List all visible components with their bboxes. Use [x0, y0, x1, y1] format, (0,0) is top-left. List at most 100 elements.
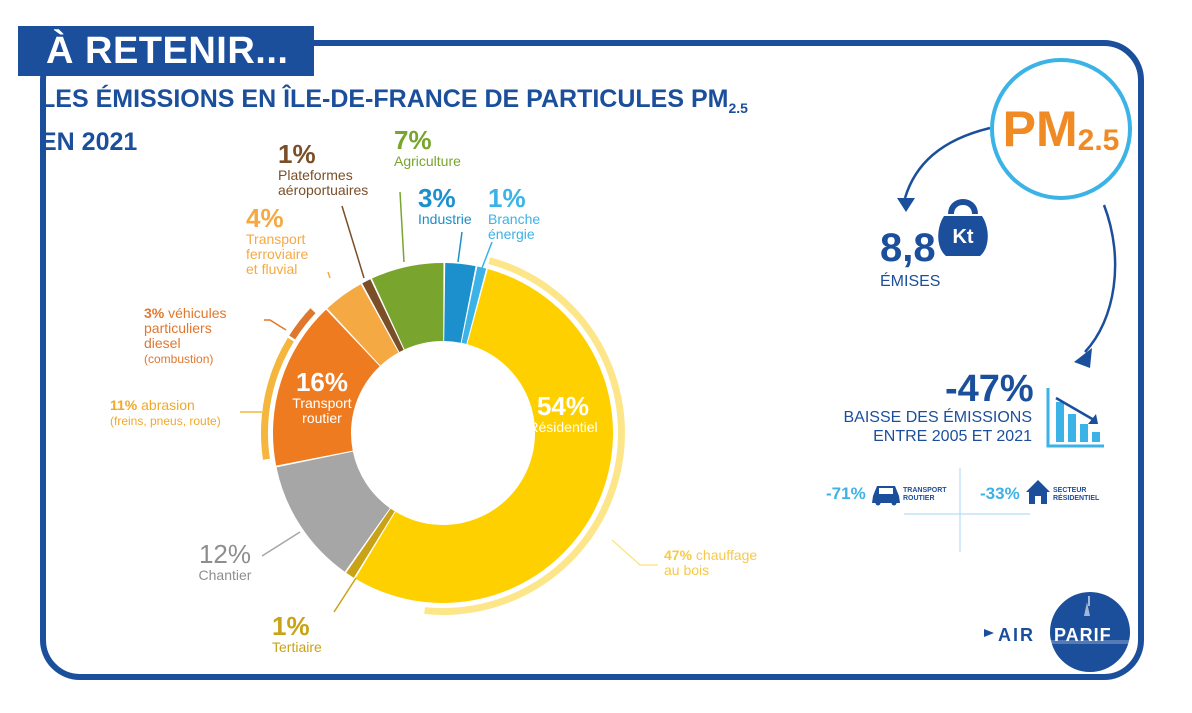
name-agri: Agriculture [394, 153, 461, 169]
label-agri: 7% Agriculture [394, 126, 461, 169]
pct-bois: 47% [664, 547, 693, 563]
banner: À RETENIR... [18, 26, 314, 76]
name-industrie: Industrie [418, 211, 472, 227]
label-abrasion: 11% abrasion (freins, pneus, route) [110, 398, 221, 429]
name-ferro-2: ferroviaire [246, 246, 309, 262]
name-ferro-1: Transport [246, 231, 306, 247]
arc-abrasion [260, 337, 294, 460]
arc-v-hicules [289, 308, 316, 340]
pct-chantier: 12% [198, 539, 252, 569]
pct-residentiel: 54% [536, 391, 590, 421]
unit-label: Kt [952, 226, 973, 248]
pct-industrie: 3% [418, 183, 456, 213]
name-chantier: Chantier [198, 567, 252, 583]
frame [40, 40, 1144, 680]
arrow-to-emissions [903, 126, 991, 199]
leader-industrie [457, 231, 463, 263]
sub-breakdown-arcs [260, 257, 626, 616]
page-title: LES ÉMISSIONS EN ÎLE-DE-FRANCE DE PARTIC… [40, 82, 748, 159]
label-ferro: 4% Transport ferroviaire et fluvial [246, 204, 308, 277]
title-sub: 2.5 [728, 100, 748, 116]
name-ferro-3: et fluvial [246, 261, 298, 277]
pct-aero: 1% [278, 139, 316, 169]
name-diesel-4: (combustion) [144, 352, 214, 366]
name-routier-1: Transport [292, 395, 352, 411]
slice-branche-nergie [461, 266, 487, 345]
name-energie-2: énergie [488, 226, 535, 242]
car-icon [872, 486, 900, 506]
label-energie: 1% Branche énergie [488, 184, 540, 242]
pm-label: PM2.5 [1002, 101, 1120, 157]
leader-residentiel-bois [611, 539, 658, 566]
logo-air: AIR [998, 625, 1035, 645]
slice-agriculture [371, 262, 444, 350]
res-caption: SECTEUR RÉSIDENTIEL [1053, 487, 1100, 502]
donut-slices [273, 262, 613, 603]
leader-diesel [264, 319, 287, 331]
leader-agri [399, 191, 405, 263]
label-diesel: 3% véhicules particuliers diesel (combus… [144, 306, 227, 367]
drop-label-2: ENTRE 2005 ET 2021 [873, 428, 1032, 445]
pct-tertiaire: 1% [272, 611, 310, 641]
decline-chart-icon [1046, 388, 1104, 448]
leader-lines [240, 191, 658, 613]
name-bois-2: au bois [664, 562, 710, 578]
road-caption: TRANSPORT ROUTIER [903, 487, 947, 502]
pct-routier: 16% [295, 367, 349, 397]
weight-icon: Kt [938, 199, 988, 256]
slice-chantier [276, 451, 390, 572]
pct-abrasion: 11% [110, 397, 138, 413]
leader-ferro [327, 271, 331, 279]
name-diesel-1: véhicules [168, 305, 227, 321]
drop-value: -47% [945, 368, 1034, 410]
logo-parif: PARIF [1054, 625, 1112, 645]
road-value: -71% [826, 484, 866, 503]
pm-sub: 2.5 [1077, 124, 1120, 157]
res-value: -33% [980, 484, 1020, 503]
name-diesel-2: particuliers [144, 320, 212, 336]
pct-diesel: 3% [144, 305, 165, 321]
arrow-head-emissions [897, 198, 915, 212]
pct-agri: 7% [394, 125, 432, 155]
name-abrasion-2: (freins, pneus, route) [110, 414, 221, 428]
name-aero-1: Plateformes [278, 167, 353, 183]
arrow-to-drop [1084, 204, 1117, 353]
emissions-label: ÉMISES [880, 273, 941, 290]
emissions-value: 8,8 [880, 226, 936, 270]
name-abrasion-1: abrasion [141, 397, 195, 413]
name-energie-1: Branche [488, 211, 541, 227]
drop-label-1: BAISSE DES ÉMISSIONS [843, 409, 1033, 426]
leader-tertiaire [333, 577, 357, 613]
title-line1: LES ÉMISSIONS EN ÎLE-DE-FRANCE DE PARTIC… [40, 85, 729, 113]
title-line2: EN 2021 [40, 128, 138, 156]
drop-label: BAISSE DES ÉMISSIONS ENTRE 2005 ET 2021 [820, 408, 1033, 446]
pct-energie: 1% [488, 183, 526, 213]
label-routier: 16% Transport routier [288, 368, 356, 426]
name-residentiel: Résidentiel [528, 419, 598, 435]
slice-r-sidentiel [355, 269, 613, 603]
airparif-logo: AIR PARIF [984, 592, 1130, 672]
pct-ferro: 4% [246, 203, 284, 233]
name-tertiaire: Tertiaire [272, 639, 322, 655]
slice-transport-ferroviaire-et-fluvial [327, 284, 399, 366]
label-aero: 1% Plateformes aéroportuaires [278, 140, 368, 198]
label-bois: 47% chauffage au bois [664, 548, 757, 578]
slice-tertiaire [346, 508, 395, 578]
label-industrie: 3% Industrie [418, 184, 472, 227]
label-chantier: 12% Chantier [196, 540, 254, 583]
leader-energie [481, 241, 493, 269]
house-icon [1026, 480, 1050, 504]
label-residentiel: 54% Résidentiel [528, 392, 598, 435]
leader-aero [341, 205, 365, 279]
name-diesel-3: diesel [144, 335, 181, 351]
leader-chantier [261, 531, 301, 557]
slice-industrie [444, 263, 476, 343]
name-aero-2: aéroportuaires [278, 182, 369, 198]
arrow-head-drop [1074, 348, 1092, 368]
slice-plateformes-a-roportuaires [362, 279, 404, 353]
name-routier-2: routier [302, 410, 342, 426]
label-tertiaire: 1% Tertiaire [272, 612, 322, 655]
pm-circle: PM2.5 [990, 58, 1132, 200]
slice-transport-routier [273, 309, 380, 466]
